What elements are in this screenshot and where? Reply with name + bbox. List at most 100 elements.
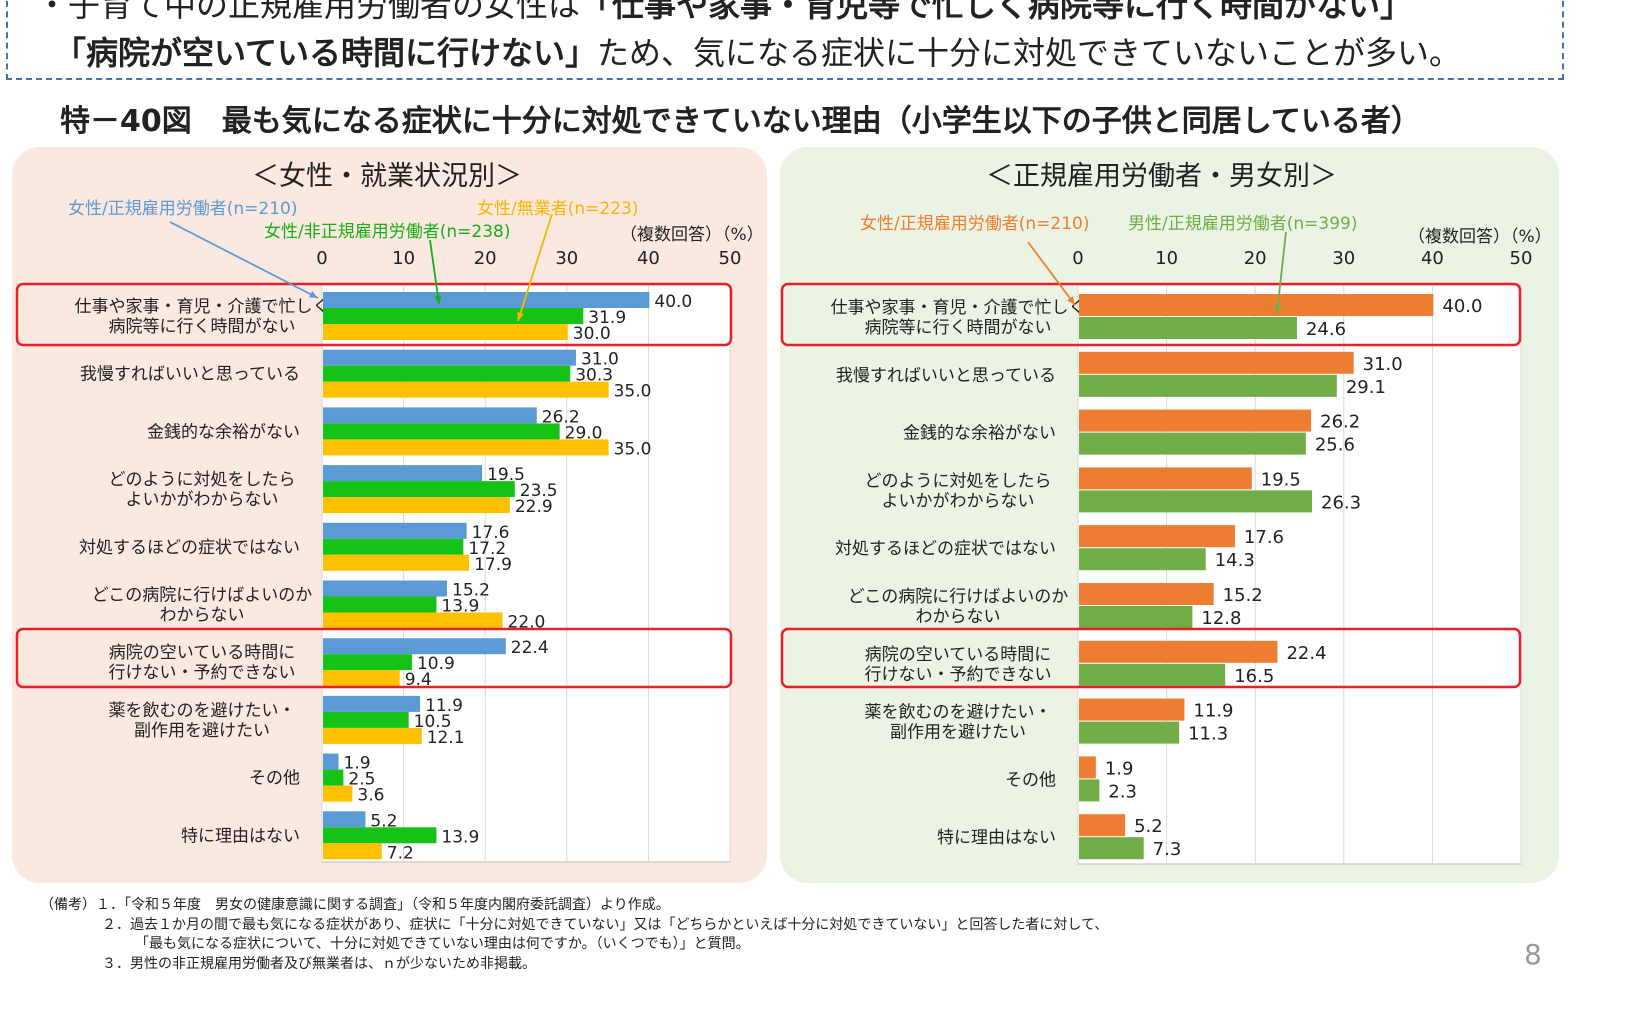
bar bbox=[323, 324, 568, 340]
bar bbox=[323, 580, 448, 597]
data-label: 29.0 bbox=[565, 423, 603, 443]
note-1: （備考）１．「令和５年度 男女の健康意識に関する調査」（令和５年度内閣府委託調査… bbox=[40, 897, 670, 913]
data-label: 1.9 bbox=[344, 754, 371, 774]
data-label: 7.2 bbox=[387, 843, 414, 863]
bar bbox=[323, 349, 576, 366]
category-label: どのように対処をしたら bbox=[865, 471, 1052, 491]
data-label: 2.3 bbox=[1108, 781, 1137, 802]
bar bbox=[323, 811, 366, 828]
data-label: 25.6 bbox=[1315, 435, 1355, 456]
data-label: 16.5 bbox=[1234, 666, 1274, 687]
bar bbox=[1079, 525, 1235, 548]
bar bbox=[323, 292, 650, 308]
data-label: 1.9 bbox=[1105, 758, 1134, 779]
category-label: 病院等に行く時間がない bbox=[865, 318, 1052, 338]
highlight-box bbox=[780, 627, 1522, 689]
bar bbox=[1079, 837, 1144, 860]
bar bbox=[1079, 432, 1306, 455]
bar bbox=[323, 365, 571, 382]
category-label: よいかがわからない bbox=[882, 491, 1035, 511]
data-label: 15.2 bbox=[1223, 585, 1263, 606]
bar bbox=[323, 522, 467, 539]
bar bbox=[323, 497, 510, 514]
data-label: 22.4 bbox=[511, 638, 549, 658]
category-label: 行けない・予約できない bbox=[109, 663, 296, 683]
category-label: よいかがわからない bbox=[126, 490, 279, 510]
data-label: 5.2 bbox=[1134, 816, 1163, 837]
category-label: 金銭的な余裕がない bbox=[147, 422, 300, 442]
category-label: 特に理由はない bbox=[937, 828, 1056, 848]
bar bbox=[323, 465, 483, 482]
bar bbox=[323, 727, 422, 744]
bar bbox=[323, 381, 609, 398]
data-label: 11.9 bbox=[425, 696, 463, 716]
note-2: ２．過去１か月の間で最も気になる症状があり、症状に「十分に対処できていない」又は… bbox=[102, 916, 1109, 933]
category-label: 対処するほどの症状ではない bbox=[835, 539, 1056, 559]
summary-bold: 「仕事や家事・育児等で忙しく病院等に行く時間がない」 bbox=[580, 0, 1413, 24]
highlight-box bbox=[780, 282, 1522, 347]
bar bbox=[1079, 583, 1214, 605]
bar bbox=[1079, 294, 1434, 316]
tick-label: 40 bbox=[637, 248, 660, 269]
tick-label: 30 bbox=[1332, 248, 1355, 269]
category-label: わからない bbox=[160, 606, 245, 626]
summary-line-2: 「病院が空いている時間に行けない」ため、気になる症状に十分に対処できていないこと… bbox=[54, 28, 1461, 74]
tick-label: 0 bbox=[1072, 248, 1083, 269]
legend-arrow bbox=[429, 239, 440, 305]
note-3: ３．男性の非正規雇用労働者及び無業者は、ｎが少ないため非掲載。 bbox=[102, 955, 536, 972]
bar bbox=[1079, 490, 1313, 513]
summary-bold: 「病院が空いている時間に行けない」 bbox=[54, 34, 598, 72]
legend-left-regular: 女性/正規雇用労働者(n=210) bbox=[68, 199, 298, 219]
legend-arrow bbox=[169, 221, 319, 299]
category-label: 薬を飲むのを避けたい・ bbox=[865, 703, 1052, 723]
data-label: 30.0 bbox=[573, 324, 611, 344]
bar bbox=[1079, 374, 1337, 397]
summary-line-1: ・子育て中の正規雇用労働者の女性は「仕事や家事・育児等で忙しく病院等に行く時間が… bbox=[36, 0, 1412, 26]
bar bbox=[1079, 548, 1206, 571]
bar bbox=[323, 843, 382, 860]
category-label: 我慢すればいいと思っている bbox=[836, 365, 1056, 386]
category-label: 対処するほどの症状ではない bbox=[79, 538, 300, 558]
figure-title: 特－40図 最も気になる症状に十分に対処できていない理由（小学生以下の子供と同居… bbox=[60, 104, 1421, 139]
tick-label: 0 bbox=[316, 248, 327, 269]
category-label: 副作用を避けたい bbox=[134, 721, 270, 741]
bar bbox=[323, 785, 353, 802]
highlight-box bbox=[15, 627, 733, 689]
unit-label-left: （複数回答）（%） bbox=[620, 225, 764, 245]
bar bbox=[323, 695, 421, 712]
bar bbox=[1079, 814, 1126, 837]
category-label: わからない bbox=[916, 607, 1001, 627]
bar bbox=[1079, 721, 1180, 744]
bar bbox=[1079, 467, 1252, 490]
summary-box: ・子育て中の正規雇用労働者の女性は「仕事や家事・育児等で忙しく病院等に行く時間が… bbox=[6, 0, 1564, 80]
category-label: どのように対処をしたら bbox=[109, 470, 296, 490]
data-label: 31.0 bbox=[581, 350, 619, 370]
tick-label: 10 bbox=[1155, 248, 1178, 269]
summary-text: ・子育て中の正規雇用労働者の女性は bbox=[36, 0, 581, 24]
bar bbox=[323, 308, 584, 324]
category-label: 特に理由はない bbox=[181, 826, 300, 846]
bar bbox=[323, 612, 503, 629]
category-label: 病院の空いている時間に bbox=[109, 643, 296, 663]
unit-label-right: （複数回答）（%） bbox=[1408, 227, 1552, 247]
data-label: 17.2 bbox=[468, 539, 506, 559]
data-label: 19.5 bbox=[487, 465, 525, 485]
data-label: 12.8 bbox=[1201, 608, 1241, 629]
data-label: 26.3 bbox=[1321, 492, 1361, 513]
bar bbox=[1079, 698, 1185, 721]
bar bbox=[323, 554, 470, 571]
data-label: 40.0 bbox=[1442, 296, 1482, 317]
category-label: 仕事や家事・育児・介護で忙しく bbox=[75, 297, 330, 317]
category-label: その他 bbox=[1005, 770, 1056, 790]
bar bbox=[1079, 606, 1193, 628]
tick-label: 30 bbox=[555, 248, 578, 269]
data-label: 22.4 bbox=[1286, 643, 1326, 664]
data-label: 7.3 bbox=[1153, 839, 1182, 860]
bar bbox=[1079, 663, 1226, 686]
data-label: 5.2 bbox=[370, 811, 397, 831]
data-label: 13.9 bbox=[441, 827, 479, 847]
data-label: 9.4 bbox=[405, 670, 432, 690]
category-label: 病院の空いている時間に bbox=[865, 645, 1052, 665]
category-label: 我慢すればいいと思っている bbox=[80, 364, 300, 385]
